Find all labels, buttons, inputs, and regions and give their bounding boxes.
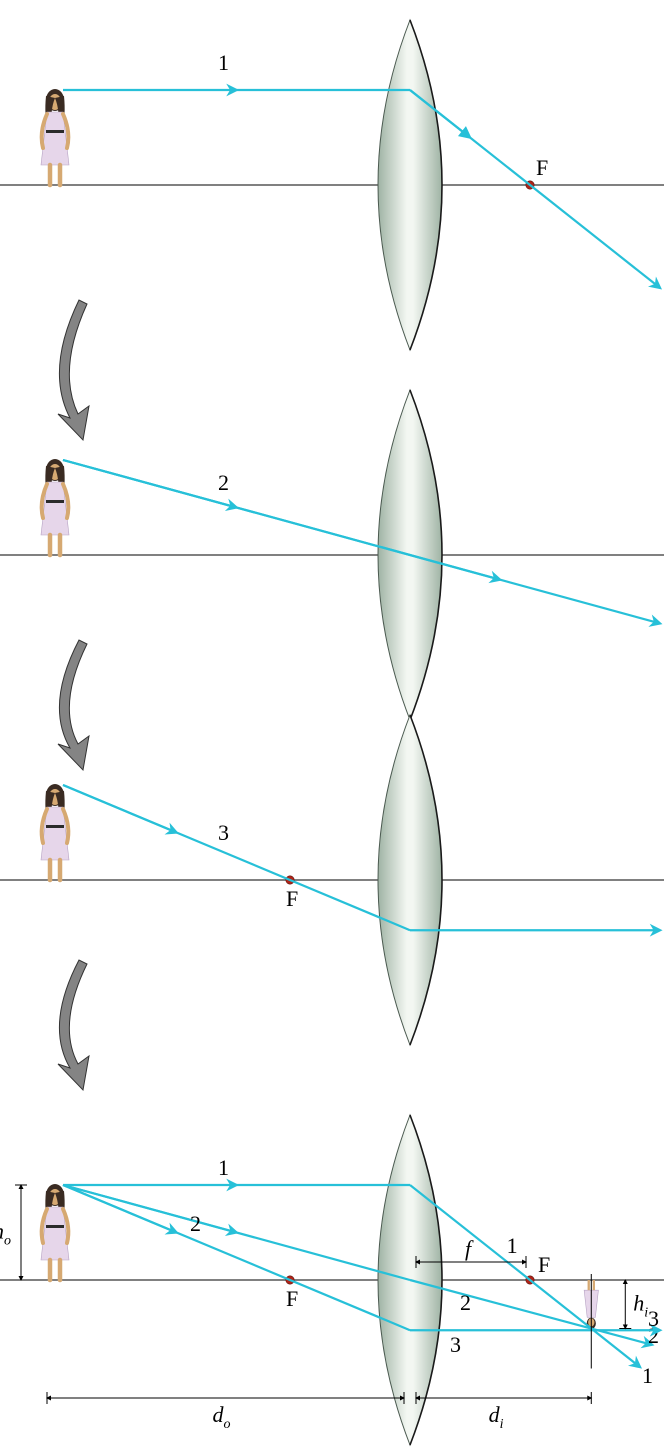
svg-text:3: 3: [450, 1332, 461, 1357]
svg-text:F: F: [536, 155, 548, 180]
svg-text:f: f: [465, 1236, 474, 1261]
svg-text:1: 1: [218, 50, 229, 75]
svg-text:di: di: [489, 1402, 504, 1432]
svg-text:F: F: [286, 886, 298, 911]
svg-text:1: 1: [507, 1233, 518, 1258]
svg-text:3: 3: [648, 1306, 659, 1331]
svg-text:3: 3: [218, 820, 229, 845]
svg-text:ho: ho: [0, 1219, 11, 1249]
svg-text:do: do: [213, 1402, 231, 1432]
svg-text:F: F: [286, 1286, 298, 1311]
svg-text:2: 2: [460, 1290, 471, 1315]
svg-text:2: 2: [218, 470, 229, 495]
svg-text:1: 1: [218, 1155, 229, 1180]
svg-text:F: F: [538, 1252, 550, 1277]
svg-text:2: 2: [190, 1211, 201, 1236]
svg-text:1: 1: [642, 1363, 653, 1388]
svg-text:hi: hi: [633, 1290, 648, 1320]
